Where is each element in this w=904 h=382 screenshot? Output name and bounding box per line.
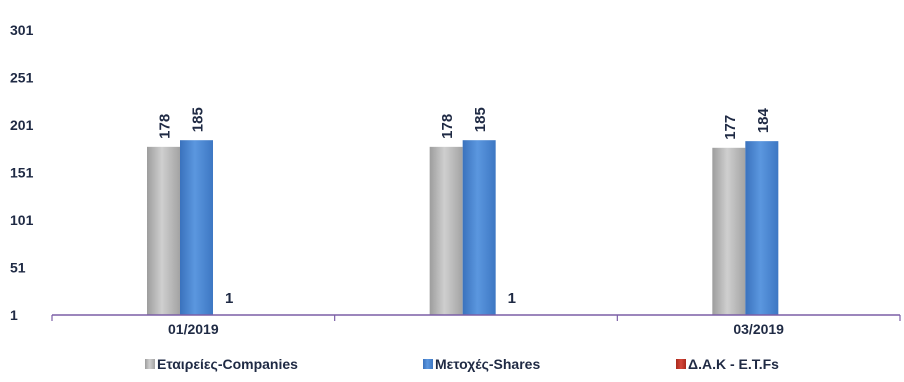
data-label: 178 — [157, 114, 174, 139]
data-label: 184 — [755, 107, 772, 133]
bar-companies — [147, 146, 180, 315]
data-label: 1 — [508, 290, 516, 307]
legend-label: Εταιρείες-Companies — [157, 356, 298, 372]
bar-shares — [462, 140, 496, 315]
data-label: 178 — [439, 114, 456, 139]
y-tick-label: 251 — [10, 70, 34, 86]
y-tick-label: 51 — [10, 260, 26, 276]
bar-companies — [429, 146, 463, 315]
legend-label: Δ.Α.Κ - E.T.Fs — [688, 356, 779, 372]
y-tick-label: 301 — [10, 22, 34, 38]
legend-swatch — [676, 359, 686, 369]
bars: 178 185 1 178 185 1 177 184 — [147, 107, 779, 315]
data-label: 1 — [225, 290, 233, 307]
legend-swatch — [423, 359, 433, 369]
data-label: 185 — [190, 107, 207, 132]
legend-label: Μετοχές-Shares — [435, 356, 540, 372]
legend: Εταιρείες-Companies Μετοχές-Shares Δ.Α.Κ -… — [145, 356, 779, 372]
y-tick-label: 201 — [10, 117, 34, 133]
bar-shares — [180, 140, 213, 315]
y-tick-label: 151 — [10, 165, 34, 181]
data-label: 185 — [472, 107, 489, 132]
bar-shares — [745, 141, 779, 315]
data-label: 177 — [722, 115, 739, 140]
bar-companies — [712, 147, 746, 315]
y-tick-label: 1 — [10, 307, 18, 323]
x-tick-label: 03/2019 — [733, 321, 784, 337]
legend-swatch — [145, 359, 155, 369]
y-tick-label: 101 — [10, 212, 34, 228]
x-axis: 01/2019 03/2019 — [51, 314, 901, 337]
x-tick-label: 01/2019 — [168, 321, 219, 337]
